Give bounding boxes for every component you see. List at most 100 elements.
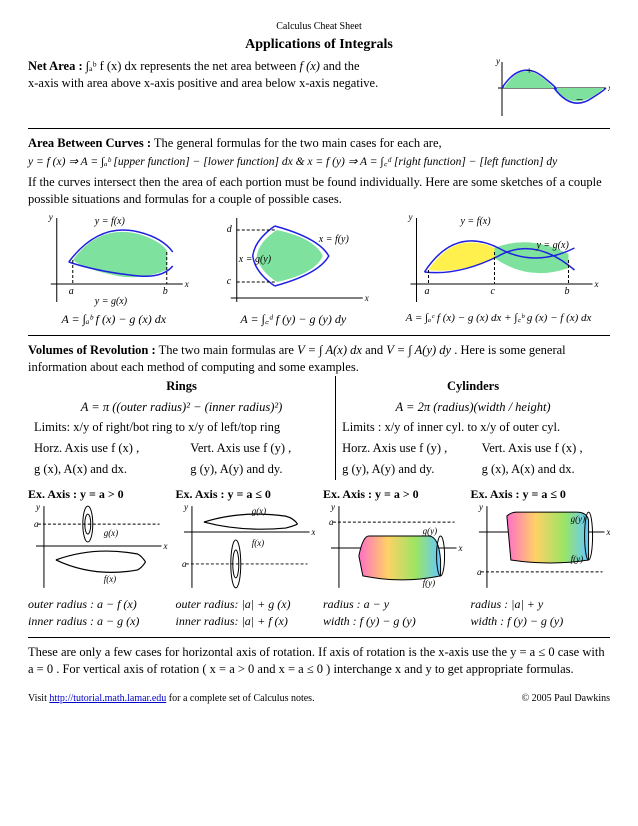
abc-diagram-1: x y a b y = f(x) y = g(x) A = ∫ₐᵇ f (x) …: [28, 212, 200, 327]
svg-text:y: y: [495, 58, 500, 66]
abc-f3: A = ∫ₐᶜ f (x) − g (x) dx + ∫꜀ᵇ g (x) − f…: [387, 311, 610, 326]
ex1-axis: Ex. Axis : y = a > 0: [28, 486, 168, 502]
doc-header: Calculus Cheat Sheet: [28, 20, 610, 34]
example-4: Ex. Axis : y = a ≤ 0 x y a g(y) f(y) rad…: [471, 486, 611, 629]
c-vert-2: g (x), A(x) and dx.: [476, 459, 610, 480]
svg-text:y = g(x): y = g(x): [536, 240, 570, 251]
ex1-outer: outer radius : a − f (x): [28, 596, 168, 612]
svg-text:c: c: [226, 276, 231, 287]
example-3: Ex. Axis : y = a > 0 x y a g(y) f(y) rad…: [323, 486, 463, 629]
svg-text:a: a: [329, 517, 334, 527]
svg-text:x: x: [605, 527, 610, 537]
svg-text:a: a: [69, 286, 74, 297]
abc-label: Area Between Curves :: [28, 136, 151, 150]
abc-f2: A = ∫꜀ᵈ f (y) − g (y) dy: [208, 311, 380, 327]
svg-text:y: y: [477, 502, 482, 512]
svg-text:b: b: [163, 286, 168, 297]
svg-text:x: x: [363, 293, 368, 303]
volumes-section: Volumes of Revolution : The two main for…: [28, 342, 610, 629]
abc-diagram-2: x d c x = f(y) x = g(y) A = ∫꜀ᵈ f (y) − …: [208, 212, 380, 327]
svg-text:g(y): g(y): [423, 526, 437, 536]
ex2-outer: outer radius: |a| + g (x): [176, 596, 316, 612]
svg-text:y = f(x): y = f(x): [94, 216, 126, 227]
svg-text:b: b: [565, 286, 570, 297]
net-area-label: Net Area :: [28, 59, 83, 73]
svg-text:f(x): f(x): [104, 574, 116, 584]
r-horz-2: g (x), A(x) and dx.: [28, 459, 184, 480]
ex4-axis: Ex. Axis : y = a ≤ 0: [471, 486, 611, 502]
net-area-formula: ∫ₐᵇ f (x) dx: [86, 59, 137, 73]
example-2: Ex. Axis : y = a ≤ 0 x y a g(x) f(x) out…: [176, 486, 316, 629]
svg-text:x: x: [184, 279, 189, 289]
svg-text:y = g(x): y = g(x): [94, 296, 128, 307]
abc-f1: A = ∫ₐᵇ f (x) − g (x) dx: [28, 311, 200, 327]
c-vert-1: Vert. Axis use f (x) ,: [476, 438, 610, 459]
rings-limits: Limits: x/y of right/bot ring to x/y of …: [28, 417, 336, 438]
svg-text:y: y: [330, 502, 335, 512]
divider-3: [28, 637, 610, 638]
net-area-section: Net Area : ∫ₐᵇ f (x) dx represents the n…: [28, 58, 610, 120]
svg-text:g(x): g(x): [251, 506, 265, 516]
abc-intro: The general formulas for the two main ca…: [154, 136, 442, 150]
area-between-section: Area Between Curves : The general formul…: [28, 135, 610, 327]
svg-text:y: y: [48, 212, 53, 222]
r-vert-1: Vert. Axis use f (y) ,: [184, 438, 335, 459]
page-footer: Visit http://tutorial.math.lamar.edu for…: [28, 692, 610, 706]
net-area-diagram: x y + −: [490, 58, 610, 120]
ex4-r: radius : |a| + y: [471, 596, 611, 612]
net-area-text1: represents the net area between: [140, 59, 299, 73]
ex1-inner: inner radius : a − g (x): [28, 613, 168, 629]
vol-v2: V = ∫ A(y) dy: [386, 343, 451, 357]
cyl-title: Cylinders: [336, 376, 610, 397]
net-area-text3: x-axis with area above x-axis positive a…: [28, 75, 480, 92]
ex3-r: radius : a − y: [323, 596, 463, 612]
footer-pre: Visit: [28, 693, 49, 704]
svg-text:g(y): g(y): [570, 514, 584, 524]
c-horz-1: Horz. Axis use f (y) ,: [336, 438, 476, 459]
r-horz-1: Horz. Axis use f (x) ,: [28, 438, 184, 459]
svg-text:a: a: [181, 559, 186, 569]
svg-text:y: y: [35, 502, 40, 512]
svg-text:x: x: [310, 527, 315, 537]
svg-text:y: y: [182, 502, 187, 512]
footer-link[interactable]: http://tutorial.math.lamar.edu: [49, 693, 166, 704]
cyl-limits: Limits : x/y of inner cyl. to x/y of out…: [336, 417, 610, 438]
r-vert-2: g (y), A(y) and dy.: [184, 459, 335, 480]
rings-formula: A = π ((outer radius)² − (inner radius)²…: [28, 397, 336, 418]
svg-text:f(y): f(y): [423, 578, 435, 588]
page-title: Applications of Integrals: [28, 36, 610, 55]
svg-text:x = f(y): x = f(y): [317, 234, 349, 245]
svg-text:y: y: [408, 212, 413, 222]
svg-text:x: x: [458, 543, 463, 553]
svg-text:x = g(y): x = g(y): [237, 254, 271, 265]
divider-1: [28, 128, 610, 129]
svg-text:f(x): f(x): [251, 538, 263, 548]
abc-formulas: y = f (x) ⇒ A = ∫ₐᵇ [upper function] − […: [28, 155, 610, 171]
vol-and: and: [365, 343, 386, 357]
svg-text:−: −: [576, 92, 583, 107]
ex3-axis: Ex. Axis : y = a > 0: [323, 486, 463, 502]
c-horz-2: g (y), A(y) and dy.: [336, 459, 476, 480]
vol-v1: V = ∫ A(x) dx: [297, 343, 362, 357]
svg-text:+: +: [526, 65, 532, 77]
net-area-text2: and the: [323, 59, 359, 73]
svg-text:g(x): g(x): [104, 528, 118, 538]
svg-text:c: c: [491, 286, 496, 297]
ex2-inner: inner radius: |a| + f (x): [176, 613, 316, 629]
vol-intro: The two main formulas are: [159, 343, 298, 357]
example-1: Ex. Axis : y = a > 0 x y a g(x) f(x) out…: [28, 486, 168, 629]
svg-text:x: x: [607, 83, 610, 93]
rings-title: Rings: [28, 376, 336, 397]
footer-copyright: © 2005 Paul Dawkins: [522, 692, 610, 706]
footer-post: for a complete set of Calculus notes.: [166, 693, 314, 704]
closing-note: These are only a few cases for horizonta…: [28, 644, 610, 678]
svg-text:a: a: [34, 519, 39, 529]
ex4-w: width : f (y) − g (y): [471, 613, 611, 629]
ex2-axis: Ex. Axis : y = a ≤ 0: [176, 486, 316, 502]
svg-text:f(y): f(y): [570, 554, 582, 564]
svg-text:a: a: [476, 567, 481, 577]
abc-diagram-3: x y a c b y = f(x) y = g(x) A = ∫ₐᶜ f (x…: [387, 212, 610, 327]
vol-label: Volumes of Revolution :: [28, 343, 156, 357]
abc-note: If the curves intersect then the area of…: [28, 174, 610, 208]
divider-2: [28, 335, 610, 336]
